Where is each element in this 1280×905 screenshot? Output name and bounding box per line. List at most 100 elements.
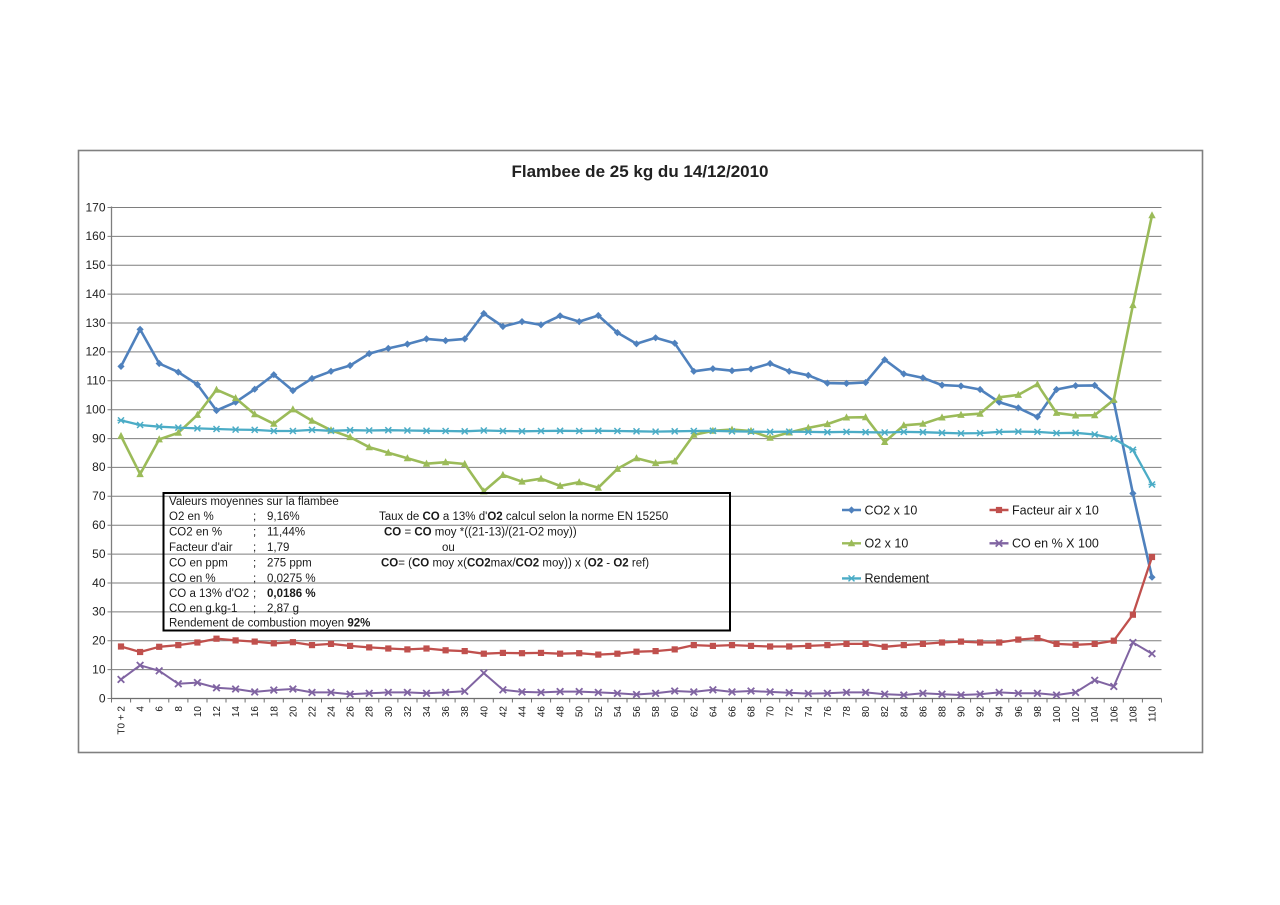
svg-text:Facteur air x 10: Facteur air x 10 <box>1012 503 1099 517</box>
svg-text:CO = CO moy *((21-13)/(21-O2 m: CO = CO moy *((21-13)/(21-O2 moy)) <box>384 527 577 539</box>
svg-text:72: 72 <box>785 706 796 718</box>
svg-text:Taux de CO a 13% d'O2 calcul: Taux de CO a 13% d'O2 calcul selon la no… <box>379 511 668 523</box>
svg-text:44: 44 <box>518 706 529 718</box>
svg-text:82: 82 <box>880 706 891 718</box>
svg-text:CO2 en %: CO2 en % <box>169 527 222 539</box>
svg-text:86: 86 <box>918 706 929 718</box>
svg-text:;: ; <box>253 573 256 585</box>
svg-text:58: 58 <box>651 706 662 718</box>
svg-text:46: 46 <box>537 706 548 718</box>
svg-text:;: ; <box>253 603 256 615</box>
svg-text:92: 92 <box>976 706 987 718</box>
svg-text:64: 64 <box>708 706 719 718</box>
svg-text:88: 88 <box>938 706 949 718</box>
svg-text:Valeurs moyennes sur la flambe: Valeurs moyennes sur la flambee <box>169 496 339 508</box>
svg-text:9,16%: 9,16% <box>267 511 300 523</box>
svg-text:106: 106 <box>1109 706 1120 723</box>
svg-text:4: 4 <box>136 706 147 712</box>
svg-text:56: 56 <box>632 706 643 718</box>
svg-text:20: 20 <box>288 706 299 718</box>
svg-text:24: 24 <box>327 706 338 718</box>
svg-text:36: 36 <box>441 706 452 718</box>
svg-text:52: 52 <box>594 706 605 718</box>
svg-text:CO en ppm: CO en ppm <box>169 558 228 570</box>
svg-text:T0 + 2: T0 + 2 <box>117 706 128 735</box>
svg-text:110: 110 <box>86 374 105 388</box>
svg-text:84: 84 <box>899 706 910 718</box>
svg-text:120: 120 <box>85 345 105 359</box>
svg-text:76: 76 <box>823 706 834 718</box>
svg-text:80: 80 <box>861 706 872 718</box>
svg-text:96: 96 <box>1014 706 1025 718</box>
svg-text:CO en % X 100: CO en % X 100 <box>1012 537 1099 551</box>
svg-text:Rendement de combustion moyen: Rendement de combustion moyen 92% <box>169 618 370 630</box>
svg-text:CO a 13% d'O2: CO a 13% d'O2 <box>169 588 249 600</box>
svg-text:Flambee de 25 kg du 14/12/2010: Flambee de 25 kg du 14/12/2010 <box>511 162 768 181</box>
svg-text:62: 62 <box>689 706 700 718</box>
svg-text:34: 34 <box>422 706 433 718</box>
svg-text:;: ; <box>253 588 256 600</box>
svg-text:54: 54 <box>613 706 624 718</box>
svg-text:160: 160 <box>85 229 105 243</box>
svg-text:18: 18 <box>269 706 280 718</box>
svg-text:0,0186 %: 0,0186 % <box>267 588 316 600</box>
svg-text:74: 74 <box>804 706 815 718</box>
svg-text:CO2 x 10: CO2 x 10 <box>865 503 918 517</box>
svg-text:;: ; <box>253 527 256 539</box>
svg-text:102: 102 <box>1071 706 1082 723</box>
svg-text:28: 28 <box>365 706 376 718</box>
svg-text:140: 140 <box>85 287 105 301</box>
svg-text:66: 66 <box>728 706 739 718</box>
svg-text:14: 14 <box>231 706 242 718</box>
svg-text:12: 12 <box>212 706 223 718</box>
svg-text:0,0275 %: 0,0275 % <box>267 573 316 585</box>
svg-text:100: 100 <box>85 403 105 417</box>
svg-text:10: 10 <box>193 706 204 718</box>
svg-text:8: 8 <box>174 706 185 712</box>
svg-text:2,87 g: 2,87 g <box>267 603 299 615</box>
svg-text:;: ; <box>253 558 256 570</box>
svg-text:104: 104 <box>1090 706 1101 723</box>
svg-text:38: 38 <box>460 706 471 718</box>
svg-text:90: 90 <box>957 706 968 718</box>
svg-text:70: 70 <box>766 706 777 718</box>
svg-text:130: 130 <box>85 316 105 330</box>
svg-text:;: ; <box>253 511 256 523</box>
svg-text:0: 0 <box>99 691 106 705</box>
svg-text:1,79: 1,79 <box>267 542 289 554</box>
svg-text:CO= (CO moy x(CO2max/CO2 moy)): CO= (CO moy x(CO2max/CO2 moy)) x (O2 - O… <box>381 558 649 570</box>
svg-text:20: 20 <box>92 634 106 648</box>
svg-text:100: 100 <box>1052 706 1063 723</box>
svg-text:170: 170 <box>85 200 105 214</box>
svg-text:110: 110 <box>1148 706 1159 722</box>
svg-text:70: 70 <box>92 489 106 503</box>
svg-text:40: 40 <box>92 576 106 590</box>
svg-text:80: 80 <box>92 460 106 474</box>
svg-text:16: 16 <box>250 706 261 718</box>
svg-text:30: 30 <box>92 605 106 619</box>
svg-text:26: 26 <box>346 706 357 718</box>
svg-text:50: 50 <box>575 706 586 718</box>
svg-text:60: 60 <box>670 706 681 718</box>
svg-text:O2 x 10: O2 x 10 <box>865 537 909 551</box>
svg-text:275 ppm: 275 ppm <box>267 558 312 570</box>
svg-text:;: ; <box>253 542 256 554</box>
svg-text:48: 48 <box>556 706 567 718</box>
svg-text:Facteur d'air: Facteur d'air <box>169 542 233 554</box>
svg-text:6: 6 <box>155 706 166 712</box>
svg-text:10: 10 <box>92 662 106 676</box>
svg-text:150: 150 <box>85 258 105 272</box>
svg-text:Rendement: Rendement <box>865 572 930 586</box>
svg-text:78: 78 <box>842 706 853 718</box>
svg-text:94: 94 <box>995 706 1006 718</box>
svg-text:90: 90 <box>92 431 106 445</box>
svg-text:50: 50 <box>92 547 106 561</box>
svg-text:CO en g.kg-1: CO en g.kg-1 <box>169 603 237 615</box>
svg-text:60: 60 <box>92 518 106 532</box>
svg-text:11,44%: 11,44% <box>267 527 305 539</box>
svg-text:68: 68 <box>747 706 758 718</box>
svg-text:30: 30 <box>384 706 395 718</box>
svg-text:98: 98 <box>1033 706 1044 718</box>
svg-text:O2 en %: O2 en % <box>169 511 214 523</box>
svg-text:ou: ou <box>442 542 455 554</box>
